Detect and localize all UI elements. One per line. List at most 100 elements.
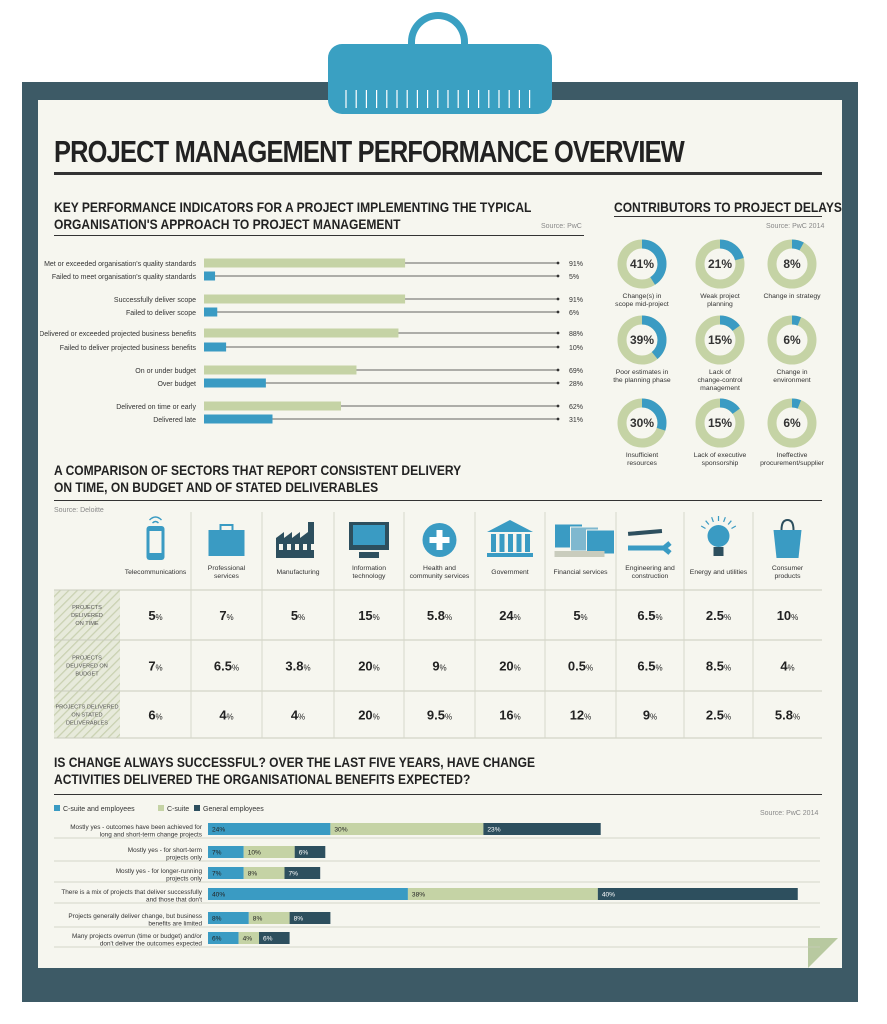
change-bar-value: 6%	[299, 850, 309, 857]
kpi-bar-chart: Met or exceeded organisation's quality s…	[40, 258, 583, 424]
bag-body	[773, 530, 802, 558]
clipboard-ring	[408, 12, 468, 56]
kpi-source: Source: PwC	[541, 223, 582, 230]
banknote-stack	[554, 551, 605, 557]
bulb	[707, 525, 730, 547]
kpi-label: Over budget	[157, 381, 196, 388]
sector-name: Engineering and	[625, 565, 675, 572]
kpi-value: 5%	[569, 274, 579, 281]
sector-value: 5%	[148, 608, 162, 623]
kpi-axis-dot	[556, 310, 560, 314]
sector-value: 6.5%	[214, 659, 239, 674]
change-label: Mostly yes - for longer-running	[116, 868, 203, 875]
kpi-row: Failed to meet organisation's quality st…	[52, 271, 579, 281]
kpi-axis-dot	[556, 274, 560, 278]
donut-label: Change(s) in	[623, 293, 662, 300]
kpi-label: Successfully deliver scope	[114, 297, 196, 304]
kpi-bar	[204, 328, 399, 338]
sector-name: services	[214, 573, 240, 580]
kpi-label: Failed to meet organisation's quality st…	[52, 274, 197, 281]
donut-label: Lack of executive	[694, 452, 747, 459]
kpi-value: 62%	[569, 404, 583, 411]
change-label: and those that don't	[146, 897, 202, 904]
change-label: long and short-term change projects	[100, 832, 202, 839]
wrench-screwdriver-icon	[627, 528, 672, 555]
factory-window	[279, 544, 283, 550]
monitor-icon	[349, 522, 389, 558]
bulb-ray	[705, 520, 710, 525]
clipboard-clip	[328, 44, 552, 114]
sector-value: 5%	[573, 608, 587, 623]
building-column	[516, 534, 522, 552]
sector-name: products	[774, 573, 801, 580]
donut-label: Insufficient	[626, 452, 658, 459]
donut-value: 30%	[630, 416, 654, 430]
kpi-value: 91%	[569, 261, 583, 268]
sector-name: community services	[410, 573, 470, 580]
factory-window	[295, 544, 299, 550]
change-row: Many projects overrun (time or budget) a…	[54, 932, 820, 948]
cross-h	[429, 537, 450, 543]
change-bar-value: 6%	[263, 936, 273, 943]
change-bar-segment	[330, 823, 484, 835]
change-bar-value: 8%	[248, 871, 258, 878]
row-label: DELIVERED ON	[66, 664, 108, 670]
sectors-heading-line1: A COMPARISON OF SECTORS THAT REPORT CONS…	[54, 462, 462, 478]
change-label: Projects generally deliver change, but b…	[68, 913, 202, 920]
kpi-row: Failed to deliver scope 6%	[126, 307, 579, 317]
banknotes-icon	[554, 523, 615, 557]
kpi-value: 91%	[569, 297, 583, 304]
change-bar-value: 24%	[212, 827, 225, 834]
kpi-row: Failed to deliver projected business ben…	[60, 342, 583, 352]
banknote	[586, 529, 615, 555]
sector-name: Government	[491, 569, 529, 576]
change-bar-segment	[208, 846, 244, 858]
change-bar-value: 40%	[602, 892, 615, 899]
sector-value: 24%	[499, 608, 521, 623]
clip-grip-lines	[345, 90, 531, 108]
sector-name: Health and	[423, 565, 456, 572]
kpi-axis-dot	[556, 297, 560, 301]
kpi-axis-dot	[556, 368, 560, 372]
factory-window	[303, 544, 307, 550]
change-bar-value: 6%	[212, 936, 222, 943]
sector-name: technology	[353, 573, 386, 580]
page-title: PROJECT MANAGEMENT PERFORMANCE OVERVIEW	[54, 134, 685, 169]
legend-label: C-suite and employees	[63, 806, 135, 813]
donut-label: Ineffective	[777, 452, 808, 459]
legend-swatch	[54, 805, 60, 811]
donut-label: resources	[627, 460, 657, 467]
sector-value: 6.5%	[637, 608, 662, 623]
kpi-axis-dot	[556, 404, 560, 408]
briefcase-icon	[208, 524, 245, 556]
phone-icon	[146, 516, 165, 560]
donut-label: scope mid-project	[615, 301, 669, 308]
kpi-bar	[204, 365, 357, 375]
sector-value: 2.5%	[706, 708, 731, 723]
sector-value: 12%	[570, 708, 592, 723]
row-label: DELIVERABLES	[66, 721, 108, 727]
bulb-ray	[727, 520, 732, 525]
shopping-bag-icon	[773, 518, 802, 558]
donut-label: Lack of	[709, 369, 731, 376]
kpi-heading-line1: KEY PERFORMANCE INDICATORS FOR A PROJECT…	[54, 199, 532, 215]
change-bar-value: 7%	[212, 850, 222, 857]
change-bar-value: 38%	[412, 892, 425, 899]
kpi-row: Met or exceeded organisation's quality s…	[44, 258, 583, 268]
donut-slice	[695, 239, 745, 289]
kpi-bar	[204, 294, 406, 304]
bulb-ray	[711, 517, 714, 523]
change-bar-segment	[208, 932, 239, 944]
change-bar-value: 7%	[212, 871, 222, 878]
kpi-rule	[54, 235, 584, 236]
building-roof	[487, 520, 533, 532]
bag-handle	[780, 518, 795, 531]
donut-value: 8%	[783, 257, 801, 271]
sector-value: 5%	[291, 608, 305, 623]
factory-window	[287, 544, 291, 550]
